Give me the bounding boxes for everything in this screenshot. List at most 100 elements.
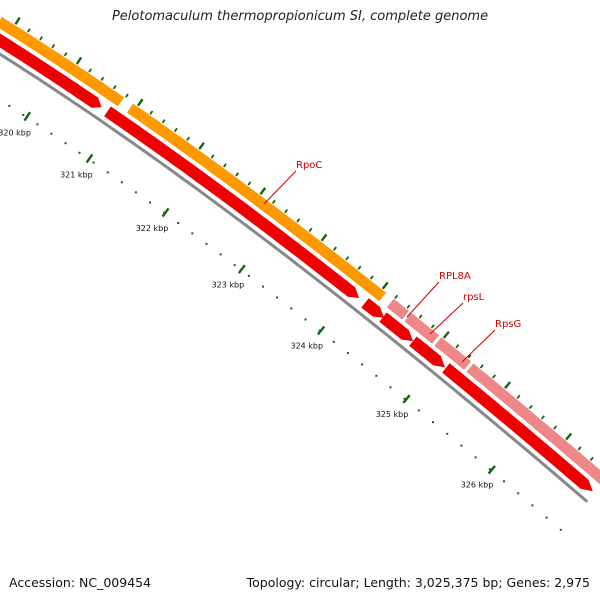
topology-summary: Topology: circular; Length: 3,025,375 bp… [246, 575, 590, 590]
inner-ruler-dot [22, 114, 25, 116]
inner-ruler-dot [92, 161, 95, 164]
outer-ruler-tick [161, 119, 166, 124]
gene-arrow-upstream[interactable] [0, 30, 102, 108]
outer-ruler-tick [467, 354, 472, 359]
ruler-major-tick [85, 153, 94, 164]
ruler-tick-label: 326 kbp [461, 480, 494, 489]
outer-ruler-tick [75, 56, 83, 65]
outer-ruler-tick [149, 110, 154, 115]
ruler-major-tick [402, 394, 411, 404]
ruler-tick-label: 325 kbp [376, 410, 409, 419]
ruler-ticks-layer: 320 kbp 321 kbp 322 kbp 323 kbp 324 kbp 325 k… [0, 16, 594, 531]
rpl8a-gene-arrow[interactable] [361, 298, 384, 318]
inner-ruler-dot [417, 409, 420, 412]
rpsl-leader-line [429, 302, 464, 335]
outer-ruler-tick [577, 446, 582, 451]
gene-arrow-downstream[interactable] [442, 363, 593, 492]
rpsl-gene-arrow[interactable] [379, 312, 413, 342]
outer-ruler-tick [125, 93, 129, 98]
ruler-tick-label: 321 kbp [60, 170, 93, 179]
outer-ruler-tick [528, 404, 533, 410]
feature-tracks-layer [0, 17, 600, 503]
rpoc-cds-feature[interactable] [126, 103, 387, 302]
outer-ruler-tick [504, 381, 512, 389]
inner-ruler-dot [120, 181, 123, 184]
outer-ruler-tick [14, 16, 21, 25]
rpsg-gene-arrow[interactable] [409, 336, 445, 368]
inner-ruler-dot [531, 504, 534, 507]
track-separator [431, 334, 442, 347]
outer-ruler-tick [247, 181, 252, 186]
outer-ruler-tick [308, 227, 313, 232]
ruler-tick-label: 323 kbp [212, 281, 245, 290]
outer-ruler-tick [430, 324, 435, 329]
outer-ruler-tick [88, 68, 92, 73]
inner-ruler-dot [50, 132, 53, 135]
inner-ruler-dot [205, 242, 208, 245]
inner-ruler-dot [78, 151, 81, 154]
rpsg-gene-label[interactable]: RpsG [495, 319, 521, 330]
track-separator [463, 360, 475, 373]
outer-ruler-tick [381, 281, 389, 290]
inner-ruler-dot [149, 201, 151, 204]
outer-ruler-tick [589, 456, 594, 461]
outer-ruler-tick [137, 98, 144, 107]
outer-ruler-tick [320, 233, 328, 242]
outer-ruler-tick [26, 28, 31, 33]
inner-ruler-dot [304, 318, 307, 321]
outer-ruler-tick [39, 36, 43, 41]
track-separator [401, 310, 412, 323]
inner-ruler-dot [389, 386, 392, 389]
genome-backbone [0, 52, 589, 503]
outer-ruler-tick [442, 330, 450, 339]
outer-ruler-tick [198, 141, 205, 150]
rpsl-gene-label[interactable]: rpsL [463, 292, 485, 303]
inner-ruler-dot [233, 264, 236, 267]
ruler-major-tick [317, 325, 326, 336]
outer-ruler-tick [553, 425, 558, 430]
ruler-major-tick [487, 465, 496, 475]
cds-track-segment [0, 17, 125, 107]
inner-ruler-dot [276, 296, 279, 299]
inner-ruler-dot [191, 232, 194, 235]
accession-text: Accession: NC_009454 [9, 575, 152, 590]
rpoc-gene-label[interactable]: RpoC [296, 160, 322, 171]
inner-ruler-dot [460, 444, 463, 447]
inner-ruler-dot [332, 340, 335, 343]
inner-ruler-dot [36, 123, 39, 126]
inner-ruler-dot [219, 253, 222, 256]
cds-track-pink-segment [386, 298, 600, 485]
rpl8a-gene-label[interactable]: RPL8A [439, 271, 471, 282]
inner-ruler-dot [8, 104, 11, 107]
outer-ruler-tick [100, 76, 105, 81]
outer-ruler-tick [284, 208, 289, 214]
outer-ruler-tick [259, 187, 267, 196]
inner-ruler-dot [361, 363, 364, 366]
inner-ruler-dot [488, 468, 491, 471]
outer-ruler-tick [222, 163, 227, 168]
outer-ruler-tick [210, 154, 215, 159]
ruler-tick-label: 320 kbp [0, 129, 31, 138]
inner-ruler-dot [247, 274, 250, 277]
inner-ruler-dot [474, 456, 477, 459]
outer-ruler-tick [173, 127, 178, 133]
outer-ruler-tick [271, 199, 276, 205]
inner-ruler-dot [559, 528, 562, 531]
rpoc-leader-line [263, 170, 297, 205]
inner-ruler-dot [134, 191, 137, 194]
ruler-tick-label: 322 kbp [136, 224, 169, 233]
outer-ruler-tick [235, 172, 240, 177]
ruler-major-tick [161, 207, 170, 218]
outer-ruler-tick [418, 314, 423, 319]
ruler-major-tick [23, 111, 32, 122]
ruler-major-tick [237, 264, 246, 274]
rpsg-leader-line [461, 329, 496, 363]
rpoc-gene-arrow[interactable] [104, 106, 359, 299]
outer-ruler-tick [406, 304, 411, 309]
outer-ruler-tick [540, 415, 545, 420]
outer-ruler-tick [455, 344, 460, 349]
inner-ruler-dot [403, 397, 406, 400]
inner-ruler-dot [290, 307, 293, 310]
